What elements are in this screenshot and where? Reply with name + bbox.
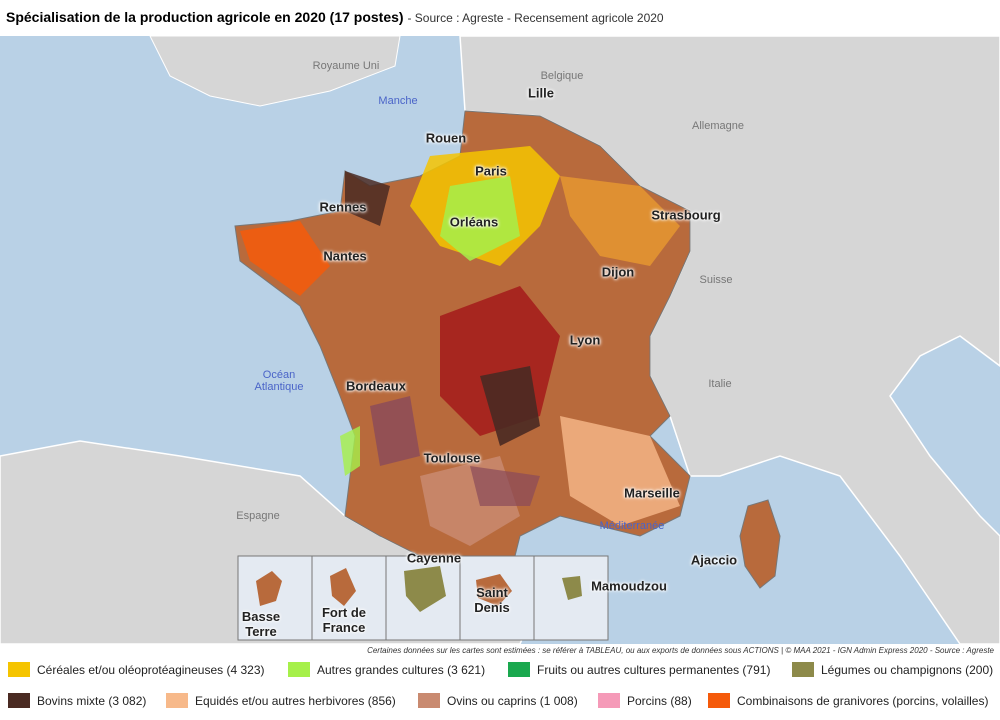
legend-label: Légumes ou champignons (200) — [821, 662, 994, 677]
city-label: Strasbourg — [651, 207, 721, 223]
footnote: Certaines données sur les cartes sont es… — [367, 646, 994, 655]
legend-label: Autres grandes cultures (3 621) — [317, 662, 486, 677]
legend-item: Equidés et/ou autres herbivores (856) — [166, 693, 396, 708]
legend-label: Fruits ou autres cultures permanentes (7… — [537, 662, 771, 677]
patch — [370, 396, 420, 466]
sea-label: Manche — [378, 95, 418, 107]
inset-shape — [476, 574, 512, 606]
source: - Source : Agreste - Recensement agricol… — [407, 11, 664, 25]
country-label: Belgique — [540, 70, 584, 82]
city-label: Dijon — [601, 264, 635, 280]
legend-item: Céréales et/ou oléoprotéagineuses (4 323… — [8, 662, 264, 677]
country-label: Suisse — [699, 274, 733, 286]
legend-swatch — [708, 693, 730, 708]
city-label: Toulouse — [423, 450, 481, 466]
legend-swatch — [8, 662, 30, 677]
inset-label: Fort de France — [321, 605, 367, 635]
city-label: Ajaccio — [690, 552, 738, 568]
inset-label: Basse Terre — [241, 609, 281, 639]
legend-label: Combinaisons de granivores (porcins, vol… — [737, 693, 989, 708]
city-label: Lille — [527, 85, 555, 101]
legend-swatch — [792, 662, 814, 677]
country-label: Italie — [708, 378, 732, 390]
map — [0, 36, 1000, 644]
legend-swatch — [166, 693, 188, 708]
legend-label: Equidés et/ou autres herbivores (856) — [195, 693, 396, 708]
inset-label: Saint Denis — [474, 585, 510, 615]
patch — [240, 221, 330, 296]
country-label: Espagne — [236, 510, 280, 522]
sea-label: Océan Atlantique — [254, 369, 304, 393]
legend-item: Légumes ou champignons (200) — [792, 662, 993, 677]
legend-item: Fruits ou autres cultures permanentes (7… — [508, 662, 770, 677]
inset-shape — [562, 576, 582, 600]
city-label: Rouen — [425, 130, 467, 146]
land-use-patches — [240, 146, 680, 546]
legend-item: Autres grandes cultures (3 621) — [288, 662, 485, 677]
patch — [345, 171, 390, 226]
legend-label: Ovins ou caprins (1 008) — [447, 693, 578, 708]
legend-item: Porcins (88) — [598, 693, 692, 708]
patch — [480, 366, 540, 446]
corsica — [739, 499, 781, 589]
inset-shape — [330, 568, 356, 606]
city-label: Lyon — [569, 332, 601, 348]
city-label: Orléans — [449, 214, 499, 230]
patch — [440, 176, 520, 261]
city-label: Paris — [475, 163, 507, 179]
legend-label: Bovins mixte (3 082) — [37, 693, 147, 708]
legend-swatch — [418, 693, 440, 708]
city-label: Bordeaux — [346, 378, 406, 394]
inset-shape — [404, 566, 446, 612]
title: Spécialisation de la production agricole… — [6, 9, 664, 25]
inset-shape — [256, 571, 282, 606]
legend-item: Ovins ou caprins (1 008) — [418, 693, 578, 708]
title-text: Spécialisation de la production agricole… — [6, 9, 404, 25]
legend-swatch — [508, 662, 530, 677]
legend-swatch — [8, 693, 30, 708]
country-label: Royaume Uni — [312, 60, 380, 72]
city-label: Marseille — [624, 485, 680, 501]
inset-label: Cayenne — [406, 550, 462, 566]
legend-item: Combinaisons de granivores (porcins, vol… — [708, 693, 988, 708]
legend-label: Céréales et/ou oléoprotéagineuses (4 323… — [37, 662, 265, 677]
land-uk — [149, 36, 401, 107]
patch — [340, 426, 360, 476]
city-label: Nantes — [323, 248, 367, 264]
legend-swatch — [288, 662, 310, 677]
patch — [470, 466, 540, 506]
legend-label: Porcins (88) — [627, 693, 692, 708]
inset-label: Mamoudzou — [591, 578, 667, 594]
patch — [560, 176, 680, 266]
insets — [237, 555, 609, 641]
sea-label: Méditerranée — [599, 520, 665, 532]
legend-item: Bovins mixte (3 082) — [8, 693, 146, 708]
legend-swatch — [598, 693, 620, 708]
country-label: Allemagne — [692, 120, 744, 132]
patch — [560, 416, 680, 526]
city-label: Rennes — [319, 199, 367, 215]
